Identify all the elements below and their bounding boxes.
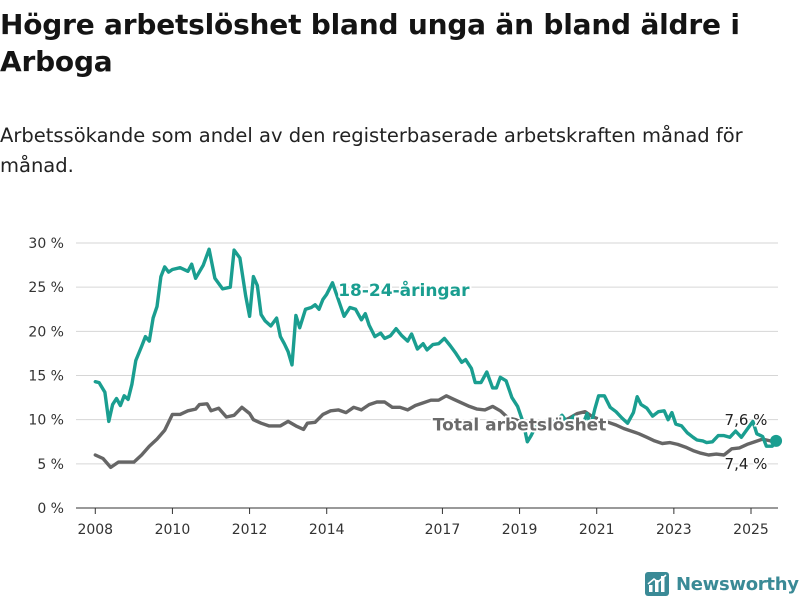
x-tick-label: 2010 <box>155 522 191 538</box>
x-tick-label: 2021 <box>579 522 615 538</box>
y-tick-label: 0 % <box>37 501 64 517</box>
y-tick-label: 25 % <box>28 280 64 296</box>
y-tick-label: 10 % <box>28 413 64 429</box>
end-value-label: 7,6 % <box>725 411 768 429</box>
end-point-marker <box>770 434 783 447</box>
x-tick-label: 2012 <box>232 522 268 538</box>
series-label: Total arbetslöshet <box>433 415 607 435</box>
brand-name: Newsworthy <box>676 573 799 595</box>
chart-subtitle: Arbetssökande som andel av den registerb… <box>0 124 743 177</box>
x-tick-label: 2023 <box>656 522 692 538</box>
y-tick-label: 5 % <box>37 457 64 473</box>
y-tick-label: 15 % <box>28 369 64 385</box>
newsworthy-brand: Newsworthy <box>645 570 799 598</box>
x-tick-label: 2014 <box>309 522 345 538</box>
series-line <box>93 247 778 448</box>
newsworthy-logo-icon <box>645 572 669 596</box>
chart-title: Högre arbetslöshet bland unga än bland ä… <box>0 8 740 78</box>
series-line <box>93 394 778 470</box>
x-tick-label: 2017 <box>425 522 461 538</box>
y-tick-label: 20 % <box>28 324 64 340</box>
x-tick-label: 2025 <box>733 522 769 538</box>
x-tick-label: 2008 <box>77 522 113 538</box>
x-tick-label: 2019 <box>502 522 538 538</box>
series-label: 18-24-åringar <box>338 279 470 301</box>
end-value-label: 7,4 % <box>725 455 768 473</box>
y-tick-label: 30 % <box>28 236 64 252</box>
